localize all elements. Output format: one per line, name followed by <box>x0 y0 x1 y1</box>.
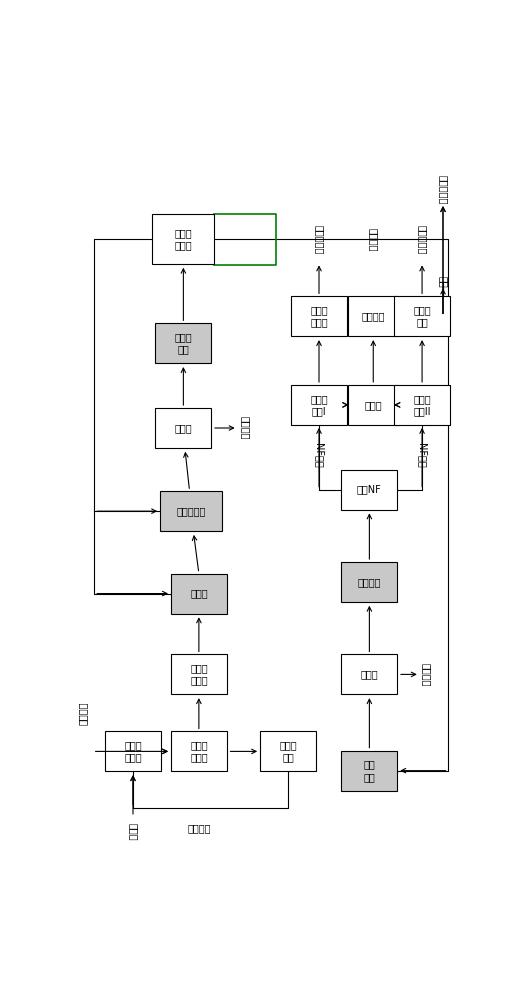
Text: 加药软化: 加药软化 <box>77 701 87 725</box>
Text: 高级
氧化: 高级 氧化 <box>363 759 375 782</box>
Text: 高压平
板膜I: 高压平 板膜I <box>310 394 327 416</box>
Bar <box>290 296 346 336</box>
Text: 污泥回流: 污泥回流 <box>187 823 210 833</box>
Text: 工业硫酸钠: 工业硫酸钠 <box>416 225 426 254</box>
Text: 反渗透: 反渗透 <box>360 669 377 679</box>
Text: 高盐水: 高盐水 <box>128 823 138 841</box>
Bar <box>290 385 346 425</box>
Bar <box>393 385 449 425</box>
Text: 高压平
板膜II: 高压平 板膜II <box>413 394 430 416</box>
Text: 除碳器: 除碳器 <box>190 589 207 599</box>
Bar <box>393 296 449 336</box>
Bar <box>160 491 222 531</box>
Bar <box>341 751 396 791</box>
Bar <box>105 731 161 771</box>
Text: 至产水箱: 至产水箱 <box>420 663 430 686</box>
Text: 高密度
沉淀池: 高密度 沉淀池 <box>190 740 207 763</box>
Text: 工业氯化钠: 工业氯化钠 <box>437 175 447 204</box>
Bar <box>171 654 226 694</box>
Text: 离子交
换树脂: 离子交 换树脂 <box>174 228 192 251</box>
Bar <box>155 323 211 363</box>
Text: NF浓水: NF浓水 <box>416 443 426 467</box>
Text: 分盐结
晶器: 分盐结 晶器 <box>413 305 430 328</box>
Text: 氯化钠
结晶器: 氯化钠 结晶器 <box>310 305 327 328</box>
Text: 工业氯化钠: 工业氯化钠 <box>314 225 323 254</box>
Bar <box>341 562 396 602</box>
Text: 污泥脱
水间: 污泥脱 水间 <box>279 740 296 763</box>
Text: NF产水: NF产水 <box>314 443 323 467</box>
Text: 浸没式
超滤膜: 浸没式 超滤膜 <box>190 663 207 686</box>
Bar <box>171 731 226 771</box>
Text: 除氟树脂: 除氟树脂 <box>357 577 380 587</box>
Text: 中水回用: 中水回用 <box>361 311 384 321</box>
Bar <box>171 574 226 614</box>
Bar <box>341 470 396 510</box>
Text: 纳滤NF: 纳滤NF <box>357 485 381 495</box>
Text: 中水回用: 中水回用 <box>368 228 378 251</box>
Bar <box>152 214 214 264</box>
Text: 高盐水
调节池: 高盐水 调节池 <box>124 740 141 763</box>
Text: 反渗透: 反渗透 <box>174 423 192 433</box>
Bar <box>347 385 397 425</box>
Bar <box>341 654 396 694</box>
Bar <box>347 296 397 336</box>
Text: 混盐: 混盐 <box>437 276 447 288</box>
Text: 氨氮吹脱塔: 氨氮吹脱塔 <box>176 506 206 516</box>
Text: 产水箱: 产水箱 <box>364 400 381 410</box>
Bar <box>155 408 211 448</box>
Text: 管式微
滤膜: 管式微 滤膜 <box>174 332 192 355</box>
Bar <box>260 731 315 771</box>
Text: 至产水箱: 至产水箱 <box>240 416 250 440</box>
